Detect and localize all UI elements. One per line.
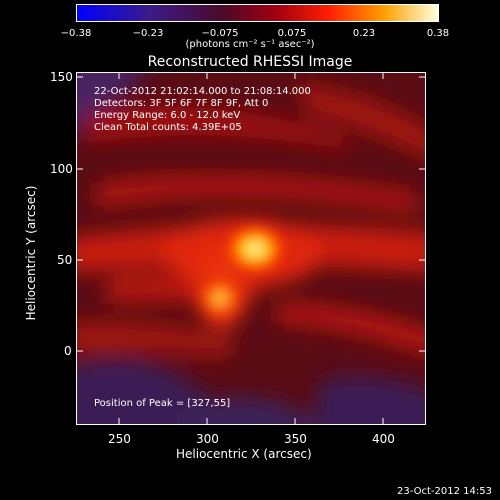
info-energy: Energy Range: 6.0 - 12.0 keV (94, 110, 241, 121)
y-axis-label: Heliocentric Y (arcsec) (24, 185, 38, 321)
colorbar-tick: −0.38 (60, 28, 92, 39)
colorbar (76, 4, 439, 22)
colorbar-tick: 0.23 (352, 28, 376, 39)
colorbar-tick: 0.38 (426, 28, 450, 39)
info-detectors: Detectors: 3F 5F 6F 7F 8F 9F, Att 0 (94, 98, 269, 109)
peak-position: Position of Peak = [327,55] (94, 398, 231, 409)
info-time-range: 22-Oct-2012 21:02:14.000 to 21:08:14.000 (94, 86, 311, 97)
colorbar-tick: 0.075 (277, 28, 307, 39)
rhessi-image-render (77, 73, 425, 424)
y-tick-label: 150 (50, 70, 73, 84)
image-title: Reconstructed RHESSI Image (147, 54, 353, 70)
x-axis-label: Heliocentric X (arcsec) (176, 447, 312, 461)
footer-date: 23-Oct-2012 14:53 (397, 486, 492, 497)
x-tick-label: 250 (108, 432, 131, 446)
x-tick-label: 400 (372, 432, 395, 446)
x-tick-label: 350 (284, 432, 307, 446)
y-tick-label: 50 (57, 253, 73, 267)
colorbar-tick: −0.23 (132, 28, 164, 39)
rhessi-image (76, 72, 426, 425)
info-counts: Clean Total counts: 4.39E+05 (94, 122, 242, 133)
colorbar-tick: −0.075 (201, 28, 239, 39)
colorbar-units: (photons cm⁻² s⁻¹ asec⁻²) (185, 39, 315, 50)
y-tick-label: 100 (50, 162, 73, 176)
x-tick-label: 300 (196, 432, 219, 446)
y-tick-label: 0 (64, 344, 72, 358)
